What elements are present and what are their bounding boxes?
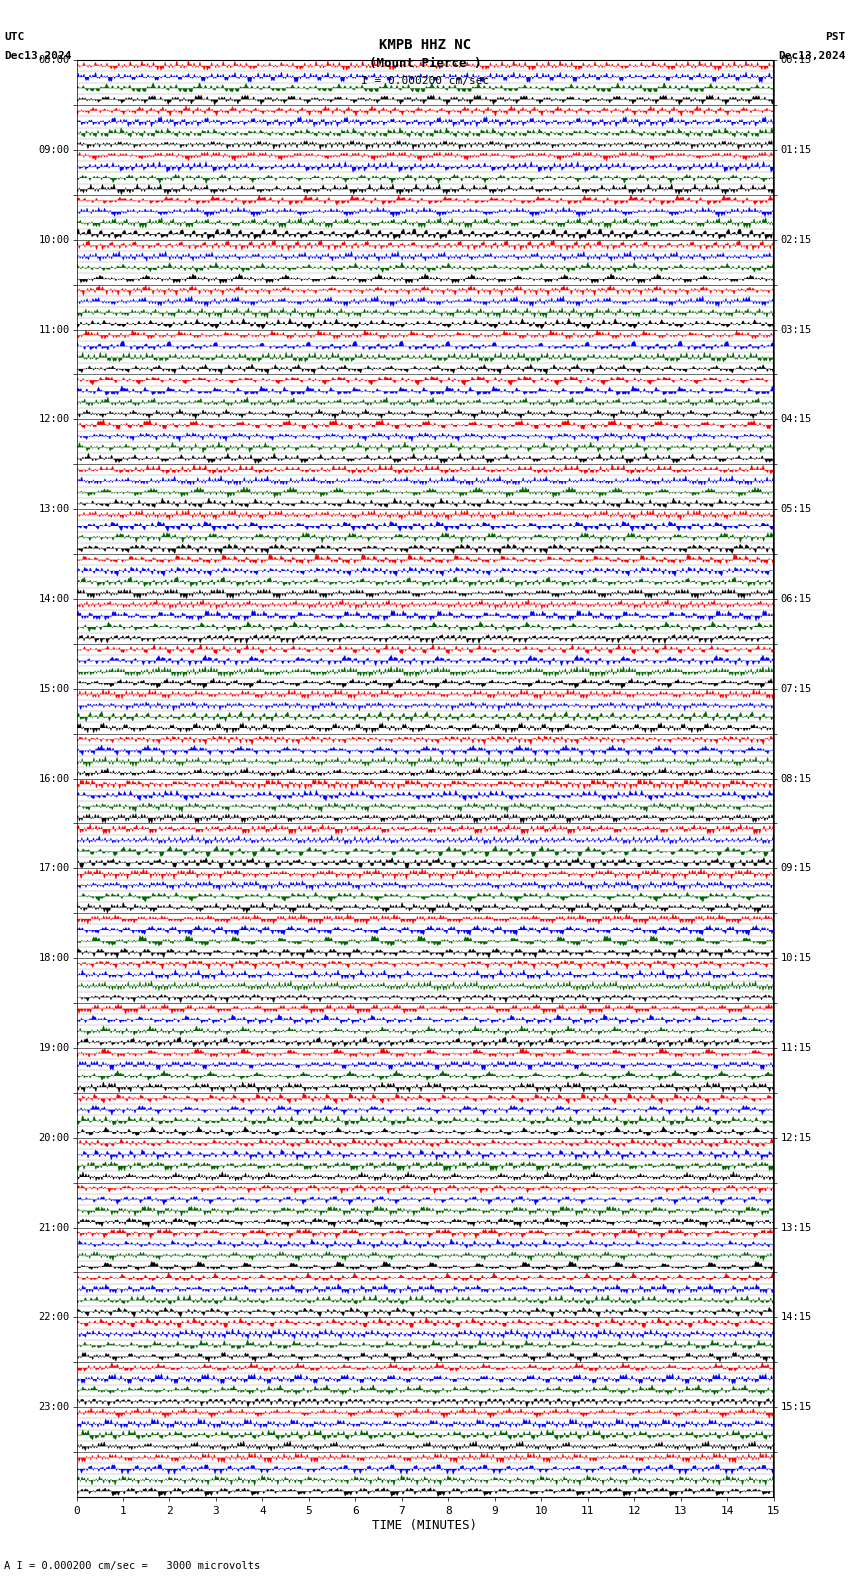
Text: KMPB HHZ NC: KMPB HHZ NC <box>379 38 471 52</box>
Text: Dec13,2024: Dec13,2024 <box>779 51 846 60</box>
Text: A I = 0.000200 cm/sec =   3000 microvolts: A I = 0.000200 cm/sec = 3000 microvolts <box>4 1562 260 1571</box>
X-axis label: TIME (MINUTES): TIME (MINUTES) <box>372 1519 478 1532</box>
Text: (Mount Pierce ): (Mount Pierce ) <box>369 57 481 70</box>
Text: I = 0.000200 cm/sec: I = 0.000200 cm/sec <box>361 76 489 86</box>
Text: UTC: UTC <box>4 32 25 41</box>
Text: PST: PST <box>825 32 846 41</box>
Text: Dec13,2024: Dec13,2024 <box>4 51 71 60</box>
